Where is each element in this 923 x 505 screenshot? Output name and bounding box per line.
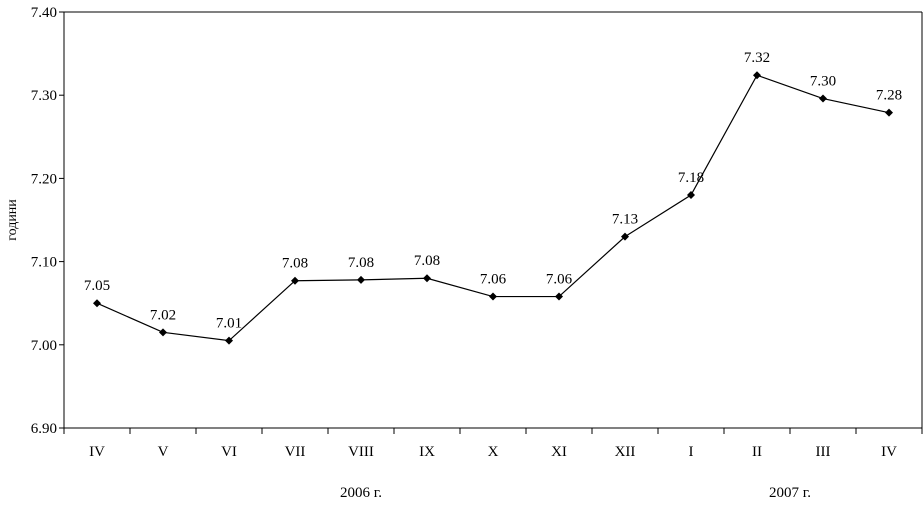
data-point <box>357 275 365 284</box>
y-tick-label: 7.00 <box>31 338 57 354</box>
year-group-label: 2007 г. <box>769 485 811 501</box>
year-groups: 2006 г. 2007 г. <box>340 485 811 501</box>
data-point <box>291 276 299 285</box>
y-tick-label: 7.20 <box>31 171 57 187</box>
y-tick-label: 7.30 <box>31 88 57 104</box>
data-point <box>489 292 497 301</box>
data-point <box>555 292 563 301</box>
x-tick-label: VI <box>221 444 237 460</box>
y-tick-label: 7.40 <box>31 5 57 21</box>
year-group-label: 2006 г. <box>340 485 382 501</box>
data-point <box>885 108 893 117</box>
series-line <box>96 74 890 342</box>
x-tick-label: I <box>689 444 694 460</box>
data-point <box>819 94 827 103</box>
y-tick-label: 6.90 <box>31 421 57 437</box>
data-label: 7.02 <box>150 307 176 323</box>
x-tick-label: IV <box>881 444 897 460</box>
data-point <box>687 191 695 200</box>
x-tick-label: XI <box>551 444 567 460</box>
series-markers <box>93 71 893 345</box>
data-point <box>159 328 167 337</box>
data-point <box>225 336 233 345</box>
data-label: 7.13 <box>612 212 638 228</box>
x-tick-label: V <box>158 444 169 460</box>
data-point <box>93 299 101 308</box>
data-point <box>423 274 431 283</box>
data-label: 7.18 <box>678 170 704 186</box>
x-tick-label: XII <box>615 444 636 460</box>
data-label: 7.06 <box>546 272 573 288</box>
y-tick-label: 7.10 <box>31 255 57 271</box>
y-axis-title: години <box>5 199 20 241</box>
data-label: 7.06 <box>480 272 507 288</box>
x-tick-label: IX <box>419 444 435 460</box>
x-tick-label: X <box>488 444 499 460</box>
data-point <box>621 232 629 241</box>
data-label: 7.01 <box>216 316 242 332</box>
y-axis-ticks: 6.90 7.00 7.10 7.20 7.30 7.40 <box>31 5 64 437</box>
x-tick-label: IV <box>89 444 105 460</box>
x-axis-ticks: IV V VI VII VIII IX X XI XII I II III IV <box>63 428 923 460</box>
data-point <box>753 71 761 80</box>
data-label: 7.08 <box>348 255 374 271</box>
data-label: 7.08 <box>414 253 440 269</box>
x-tick-label: VII <box>285 444 306 460</box>
x-tick-label: III <box>816 444 831 460</box>
data-label: 7.28 <box>876 88 902 104</box>
data-label: 7.05 <box>84 278 110 294</box>
data-labels: 7.05 7.02 7.01 7.08 7.08 7.08 7.06 7.06 7.13 7.18… <box>84 50 902 331</box>
x-tick-label: II <box>752 444 762 460</box>
x-tick-label: VIII <box>348 444 374 460</box>
data-label: 7.08 <box>282 256 308 272</box>
axes <box>63 11 923 429</box>
data-label: 7.32 <box>744 50 770 66</box>
data-label: 7.30 <box>810 74 836 90</box>
